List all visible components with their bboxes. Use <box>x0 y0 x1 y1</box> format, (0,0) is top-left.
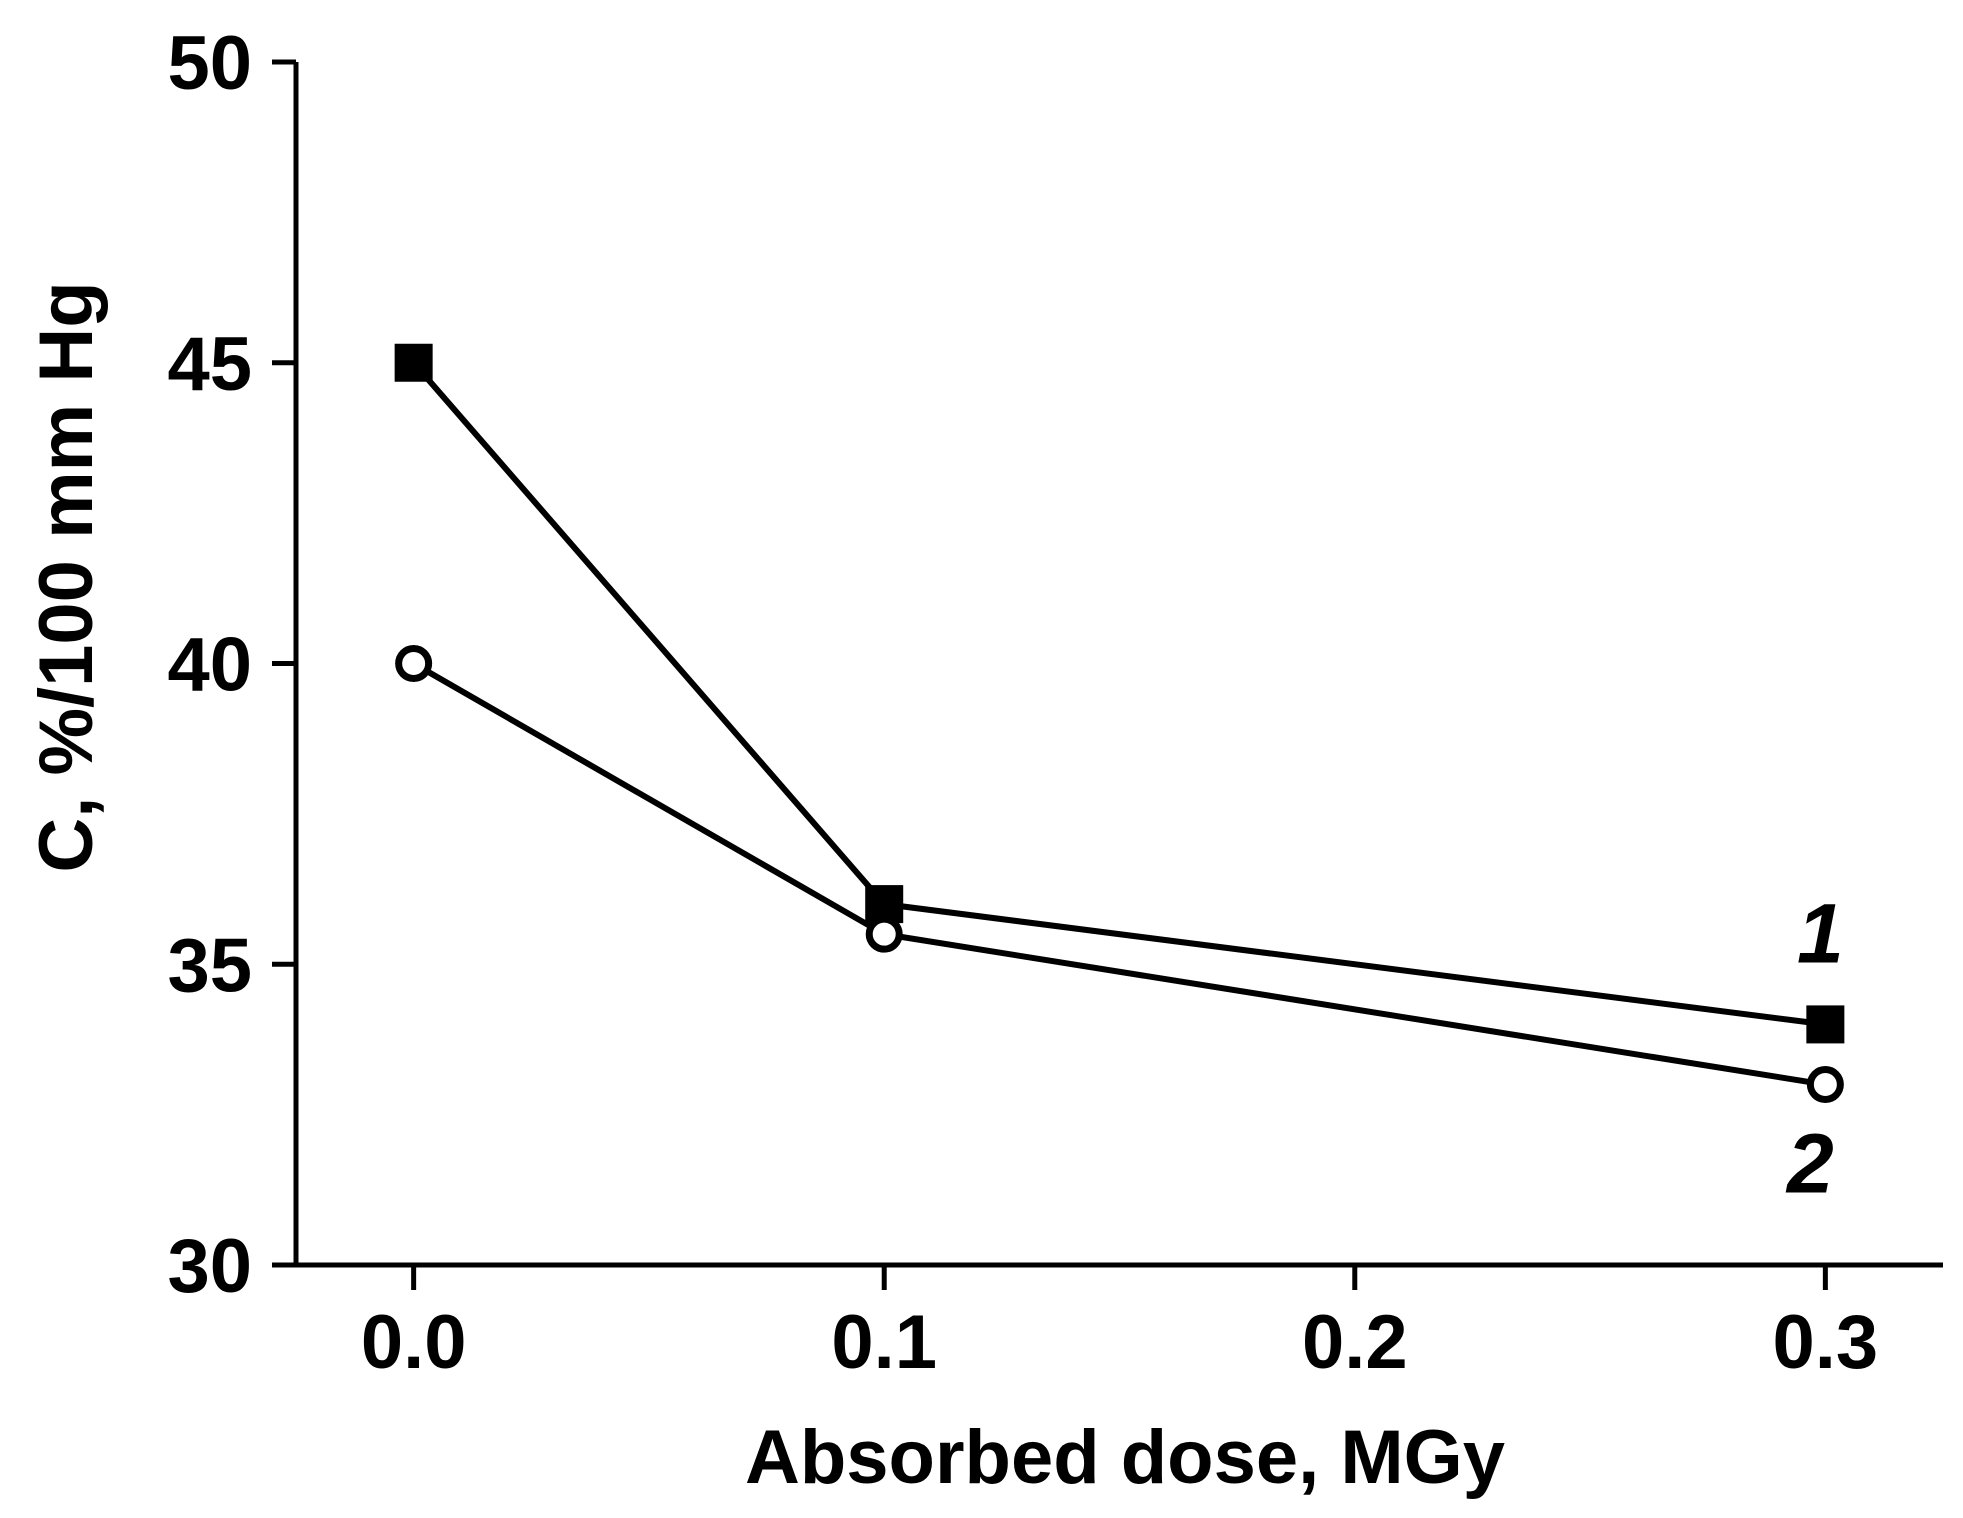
y-tick-label: 35 <box>167 923 252 1008</box>
series-1-line <box>411 360 1826 1028</box>
y-tick-label: 45 <box>167 322 252 407</box>
x-tick-label: 0.0 <box>361 1300 467 1385</box>
x-tick-label: 0.1 <box>831 1300 937 1385</box>
x-tick-label: 0.3 <box>1773 1300 1879 1385</box>
series-1-label: 1 <box>1797 886 1844 980</box>
x-tick-label: 0.2 <box>1302 1300 1408 1385</box>
series-2-label: 2 <box>1785 1117 1834 1211</box>
y-tick-label: 30 <box>167 1224 252 1309</box>
series-1-marker-square <box>394 343 433 382</box>
y-tick-label: 50 <box>167 21 252 106</box>
series-1-marker-square <box>1806 1005 1845 1044</box>
series-2-marker-circle <box>865 915 903 953</box>
series-2-line <box>412 660 1826 1088</box>
series-2-marker-circle <box>1806 1066 1844 1104</box>
series-2-marker-circle <box>395 645 433 682</box>
x-axis-title: Absorbed dose, MGy <box>745 1415 1505 1500</box>
y-tick-label: 40 <box>167 623 252 708</box>
y-axis-title: C, %/100 mm Hg <box>24 281 109 872</box>
